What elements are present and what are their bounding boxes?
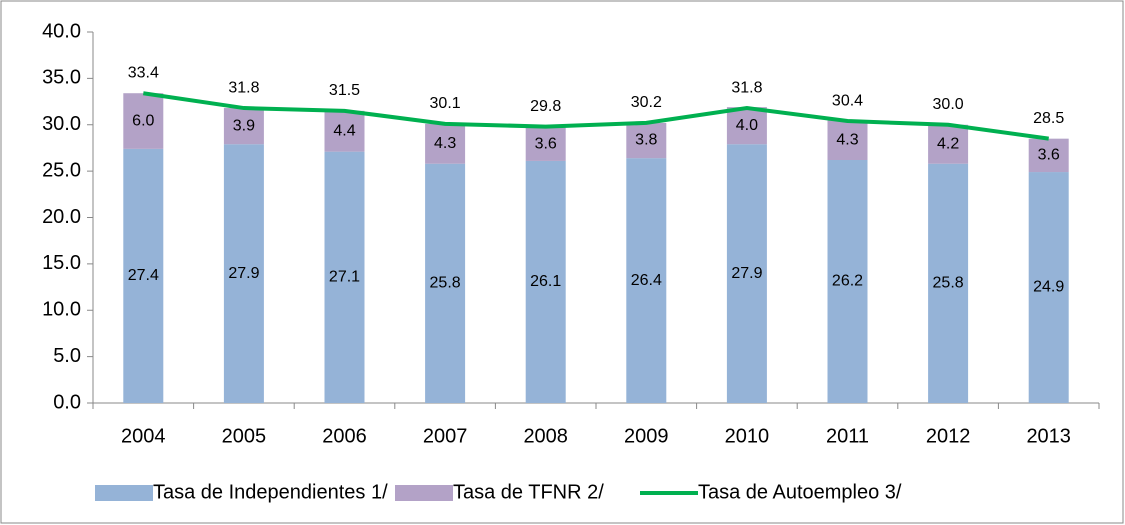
y-tick-label: 30.0: [42, 113, 81, 135]
data-label: 27.9: [731, 265, 762, 282]
x-tick-label: 2007: [423, 425, 468, 447]
data-label: 4.3: [434, 135, 456, 152]
data-label: 6.0: [132, 112, 154, 129]
data-label: 31.8: [731, 79, 762, 96]
legend-swatch: [95, 485, 153, 501]
legend-label: Tasa de Independientes 1/: [153, 481, 388, 503]
legend-label: Tasa de Autoempleo 3/: [698, 481, 902, 503]
x-tick-label: 2012: [926, 425, 971, 447]
y-tick-label: 20.0: [42, 206, 81, 228]
bar-segment: [827, 159, 868, 403]
data-label: 4.0: [736, 117, 758, 134]
x-tick-label: 2010: [725, 425, 770, 447]
y-tick-label: 40.0: [42, 20, 81, 42]
bar-segment: [425, 163, 466, 403]
bar-segment: [123, 93, 164, 149]
bar-segment: [626, 122, 667, 159]
y-tick-label: 5.0: [53, 345, 81, 367]
y-tick-label: 0.0: [53, 391, 81, 413]
data-label: 30.2: [631, 94, 662, 111]
data-label: 4.2: [937, 135, 959, 152]
data-label: 27.1: [329, 269, 360, 286]
bar-segment: [928, 124, 969, 164]
x-tick-label: 2013: [1026, 425, 1071, 447]
data-label: 3.8: [635, 132, 657, 149]
line: [143, 91, 1049, 141]
data-label: 3.6: [535, 135, 557, 152]
bar-segment: [324, 151, 365, 403]
data-label: 4.4: [333, 122, 355, 139]
bar-segment: [123, 148, 164, 403]
data-label: 31.8: [228, 79, 259, 96]
data-label: 25.8: [933, 275, 964, 292]
x-tick-label: 2011: [826, 425, 869, 447]
y-tick-label: 15.0: [42, 252, 81, 274]
data-label: 3.6: [1038, 147, 1060, 164]
data-label: 27.4: [128, 267, 159, 284]
data-label: 27.9: [228, 265, 259, 282]
y-tick-label: 35.0: [42, 67, 81, 89]
data-label: 26.2: [832, 273, 863, 290]
bar-segment: [525, 127, 566, 161]
bar-segment: [726, 144, 767, 404]
y-tick-label: 10.0: [42, 299, 81, 321]
data-label: 26.1: [530, 273, 561, 290]
data-label: 3.9: [233, 117, 255, 134]
data-label: 30.1: [430, 95, 461, 112]
bar-segment: [726, 107, 767, 145]
data-label: 4.3: [836, 131, 858, 148]
bar-segment: [1028, 138, 1069, 173]
data-label: 28.5: [1033, 110, 1064, 127]
bar-segment: [223, 144, 264, 404]
data-label: 30.0: [933, 96, 964, 113]
legend-label: Tasa de TFNR 2/: [453, 481, 604, 503]
y-tick-label: 25.0: [42, 159, 81, 181]
bar-segment: [827, 120, 868, 160]
bar-segment: [425, 123, 466, 164]
data-label: 31.5: [329, 82, 360, 99]
data-label: 29.8: [530, 98, 561, 115]
data-label: 26.4: [631, 272, 662, 289]
data-label: 33.4: [128, 64, 159, 81]
x-tick-label: 2004: [121, 425, 166, 447]
bar-segment: [1028, 172, 1069, 403]
x-tick-label: 2006: [322, 425, 367, 447]
bar-segment: [324, 110, 365, 152]
bar-segment: [223, 108, 264, 145]
x-tick-label: 2008: [523, 425, 568, 447]
data-label: 25.8: [430, 275, 461, 292]
bar-segment: [626, 158, 667, 403]
x-tick-label: 2009: [624, 425, 669, 447]
data-label: 30.4: [832, 92, 863, 109]
x-tick-label: 2005: [222, 425, 267, 447]
legend-swatch: [395, 485, 453, 501]
bar-segment: [525, 160, 566, 403]
bar-segment: [928, 163, 969, 403]
data-label: 24.9: [1033, 279, 1064, 296]
